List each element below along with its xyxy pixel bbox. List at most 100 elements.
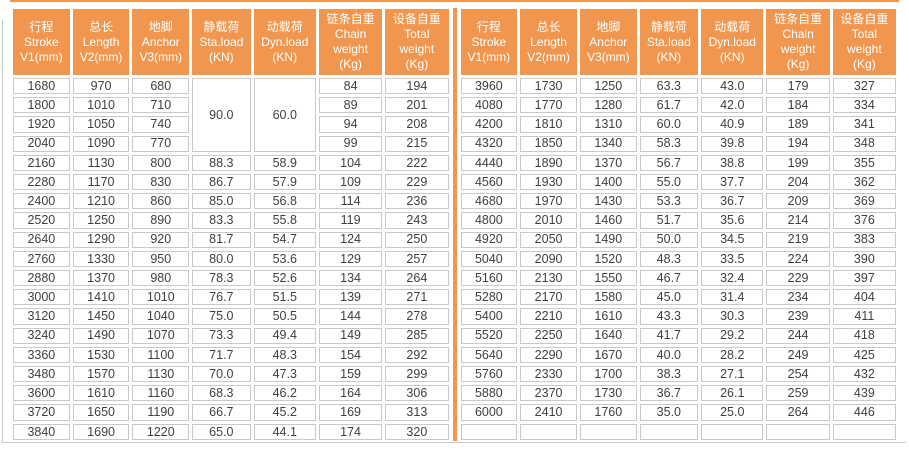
table-cell: 3720 <box>13 404 70 421</box>
table-cell: 2410 <box>520 404 577 421</box>
table-cell: 83.3 <box>192 212 251 229</box>
column-header-line: 行程 <box>476 19 501 34</box>
table-cell: 219 <box>766 231 830 248</box>
table-row: 2280 1170 830 86.7 57.9 109 229 <box>13 174 449 191</box>
table-cell: 1160 <box>132 385 190 402</box>
table-cell: 383 <box>832 231 896 248</box>
column-header-line: (Kg) <box>853 57 876 71</box>
table-cell: 1010 <box>132 289 190 306</box>
table-cell: 1610 <box>579 308 637 325</box>
table-cell: 4920 <box>460 231 518 248</box>
column-header-line: 静载荷 <box>203 19 240 34</box>
table-cell: 1100 <box>132 346 190 364</box>
table-row: 3960 1730 1250 63.3 43.0 179 327 <box>460 78 896 95</box>
table-row: 2160 1130 800 88.3 58.9 104 222 <box>13 154 449 172</box>
column-header-line: Dyn.load <box>261 34 309 49</box>
table-cell: 3000 <box>13 289 70 306</box>
table-cell: 44.1 <box>253 423 316 440</box>
table-cell: 1070 <box>132 327 190 344</box>
table-cell: 306 <box>385 385 449 402</box>
table-cell: 5400 <box>460 308 518 325</box>
table-cell: 3120 <box>13 308 70 325</box>
table-cell: 244 <box>766 327 830 344</box>
table-cell: 65.0 <box>192 423 251 440</box>
table-cell: 53.6 <box>253 250 316 268</box>
table-cell: 1250 <box>579 78 637 95</box>
column-header-line: V3(mm) <box>139 49 183 64</box>
table-cell: 1680 <box>13 78 70 95</box>
table-cell: 1400 <box>579 174 637 191</box>
table-cell: 5880 <box>460 385 518 402</box>
table-cell: 50.0 <box>639 231 699 248</box>
table-cell: 40.9 <box>701 116 764 133</box>
table-cell: 46.7 <box>639 270 699 287</box>
table-cell: 439 <box>832 385 896 402</box>
table-cell: 1760 <box>579 404 637 421</box>
column-header: 总长 Length V2(mm) <box>520 9 577 75</box>
table-cell: 1410 <box>72 289 130 306</box>
table-cell: 56.7 <box>639 154 699 172</box>
table-cell: 1580 <box>579 289 637 306</box>
table-row: 3600 1610 1160 68.3 46.2 164 306 <box>13 385 449 402</box>
table-cell: 36.7 <box>701 193 764 210</box>
table-cell: 5280 <box>460 289 518 306</box>
table-cell: 66.7 <box>192 404 251 421</box>
table-row: 4320 1850 1340 58.3 39.8 194 348 <box>460 135 896 152</box>
tables-container: 行程 Stroke V1(mm) 总长 Length V2(mm) 地脚 Anchor V3(m… <box>10 6 899 443</box>
table-cell: 4320 <box>460 135 518 152</box>
table-cell: 1770 <box>520 97 577 114</box>
column-header-line: Sta.load <box>199 34 244 49</box>
table-cell: 2050 <box>520 231 577 248</box>
table-cell: 68.3 <box>192 385 251 402</box>
table-cell: 184 <box>766 97 830 114</box>
column-header-line: Length <box>82 34 120 49</box>
table-cell: 144 <box>318 308 383 325</box>
table-cell: 85.0 <box>192 193 251 210</box>
column-header: 设备自重 Total weight (Kg) <box>832 9 896 75</box>
table-cell: 25.0 <box>701 404 764 421</box>
table-cell: 2370 <box>520 385 577 402</box>
table-row: 3360 1530 1100 71.7 48.3 154 292 <box>13 346 449 364</box>
table-cell: 1190 <box>132 404 190 421</box>
column-header-line: V1(mm) <box>20 49 63 64</box>
column-header-line: V3(mm) <box>586 49 630 64</box>
table-cell: 800 <box>132 154 190 172</box>
table-cell: 341 <box>832 116 896 133</box>
column-header-line: Anchor <box>589 34 628 49</box>
column-header-line: 地脚 <box>148 19 173 34</box>
table-cell: 29.2 <box>701 327 764 344</box>
table-cell: 34.5 <box>701 231 764 248</box>
table-cell: 920 <box>132 231 190 248</box>
table-cell: 313 <box>385 404 449 421</box>
table-cell: 770 <box>132 135 190 152</box>
table-cell: 1170 <box>72 174 130 191</box>
table-cell: 78.3 <box>192 270 251 287</box>
table-cell: 1210 <box>72 193 130 210</box>
table-cell: 3840 <box>13 423 70 440</box>
table-cell <box>579 423 637 440</box>
table-cell: 369 <box>832 193 896 210</box>
table-row: 4440 1890 1370 56.7 38.8 199 355 <box>460 154 896 172</box>
table-cell: 1640 <box>579 327 637 344</box>
table-cell: 5640 <box>460 346 518 364</box>
spec-table-left: 行程 Stroke V1(mm) 总长 Length V2(mm) 地脚 Anchor V3(m… <box>10 6 452 443</box>
table-cell: 229 <box>385 174 449 191</box>
table-row: 4560 1930 1400 55.0 37.7 204 362 <box>460 174 896 191</box>
table-cell: 51.7 <box>639 212 699 229</box>
column-header-line: (Kg) <box>339 57 362 71</box>
table-cell: 45.0 <box>639 289 699 306</box>
table-row: 2520 1250 890 83.3 55.8 119 243 <box>13 212 449 229</box>
table-cell: 2280 <box>13 174 70 191</box>
table-row: 4920 2050 1490 50.0 34.5 219 383 <box>460 231 896 248</box>
table-cell: 1310 <box>579 116 637 133</box>
table-cell: 1570 <box>72 366 130 383</box>
column-header-line: (Kg) <box>786 57 810 71</box>
column-header: 设备自重 Total weight (Kg) <box>385 9 449 75</box>
table-cell: 239 <box>766 308 830 325</box>
table-cell: 169 <box>318 404 383 421</box>
header-row: 行程 Stroke V1(mm) 总长 Length V2(mm) 地脚 Anchor V3(m… <box>13 9 449 75</box>
table-cell: 2210 <box>520 308 577 325</box>
table-cell: 76.7 <box>192 289 251 306</box>
table-cell: 446 <box>832 404 896 421</box>
table-cell: 1250 <box>72 212 130 229</box>
